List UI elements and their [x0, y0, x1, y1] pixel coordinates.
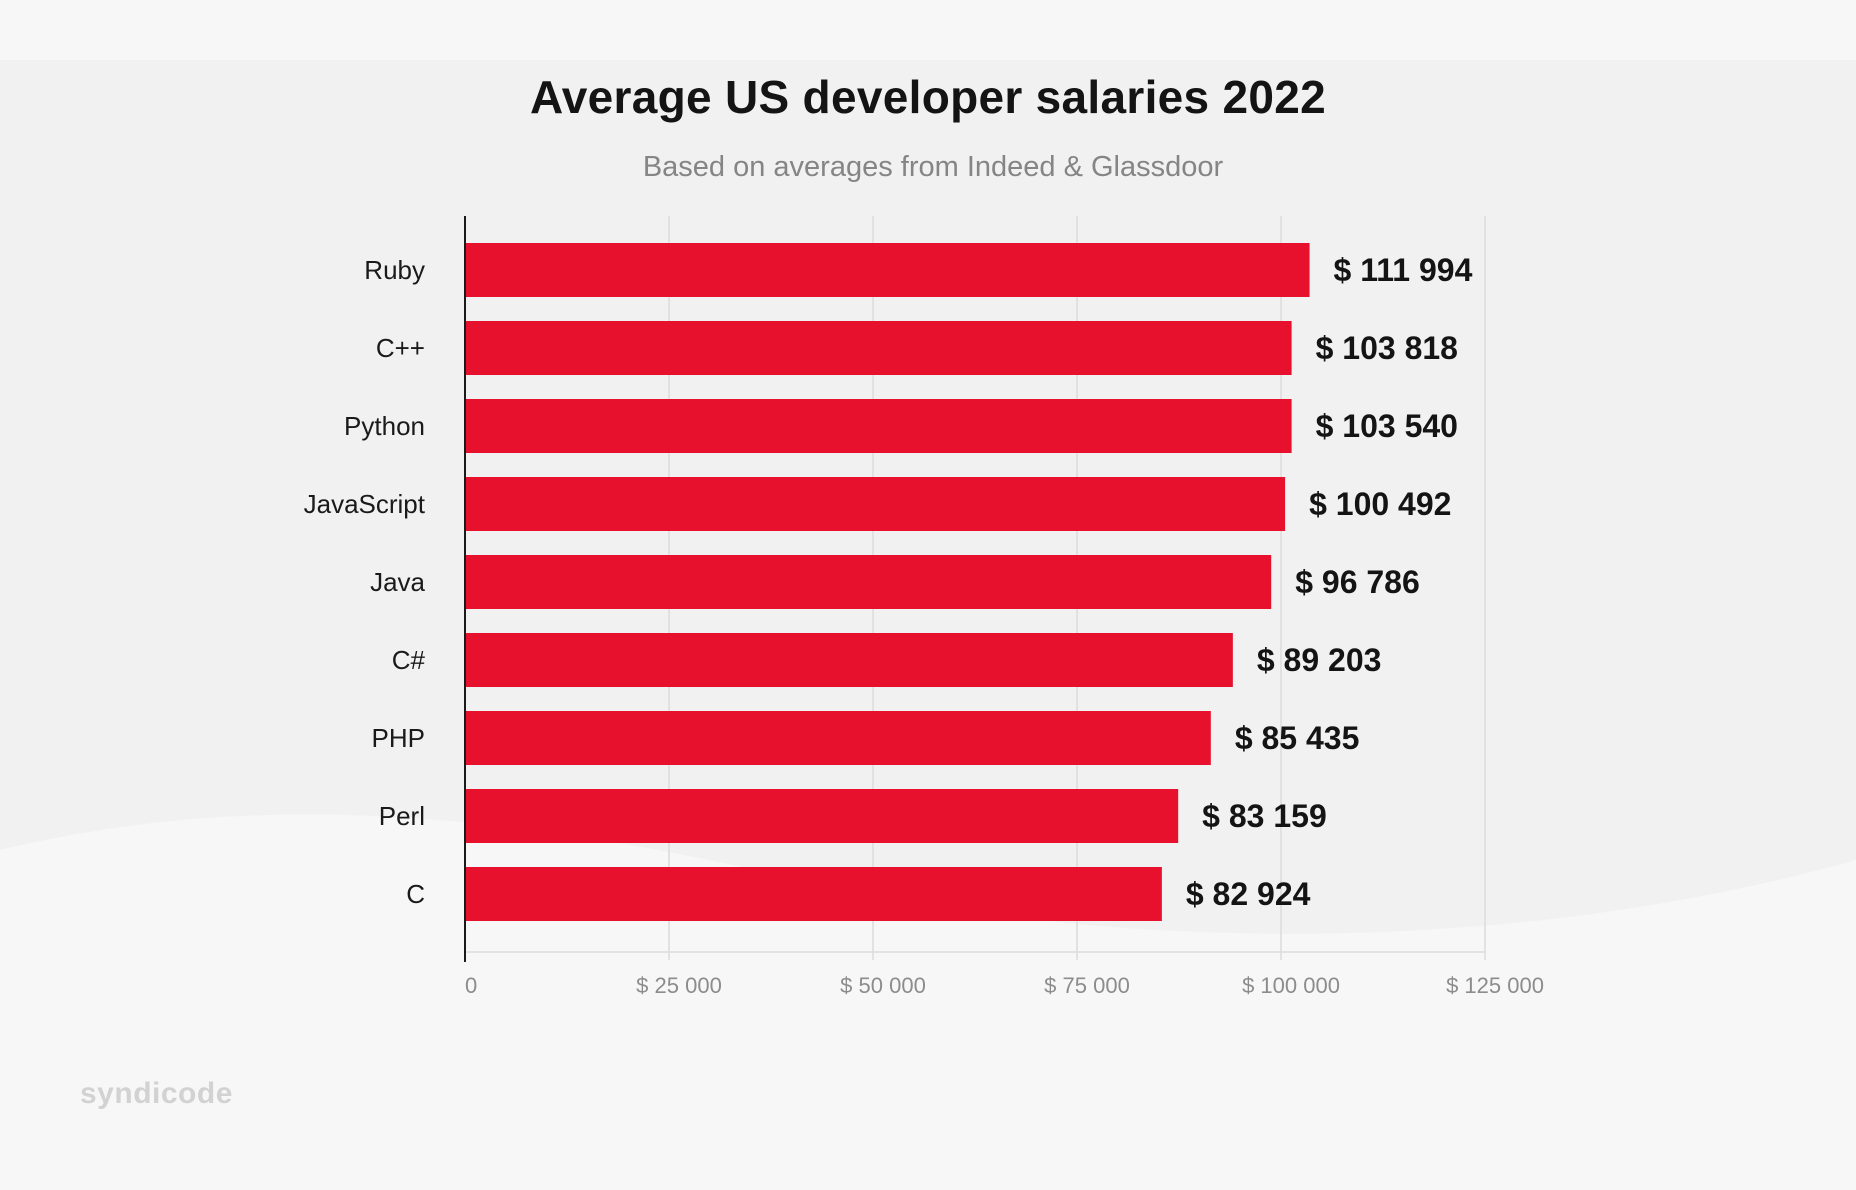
- category-label: Ruby: [364, 255, 425, 285]
- chart-title: Average US developer salaries 2022: [529, 71, 1327, 123]
- bar: [465, 243, 1310, 297]
- category-label: PHP: [372, 723, 425, 753]
- value-label: $ 82 924: [1186, 876, 1311, 912]
- x-tick-label: 0: [465, 973, 477, 998]
- value-label: $ 96 786: [1295, 564, 1420, 600]
- x-tick-label: $ 25 000: [636, 973, 722, 998]
- x-tick-label: $ 125 000: [1446, 973, 1544, 998]
- bar: [465, 789, 1179, 843]
- syndicode-logo: syndicode: [80, 1077, 233, 1110]
- x-tick-label: $ 100 000: [1242, 973, 1340, 998]
- category-label: Perl: [379, 801, 425, 831]
- value-label: $ 103 818: [1316, 330, 1458, 366]
- chart-subtitle: Based on averages from Indeed & Glassdoo…: [642, 151, 1224, 183]
- bar: [465, 633, 1233, 687]
- category-label: JavaScript: [304, 489, 426, 519]
- category-label: C: [406, 879, 425, 909]
- value-label: $ 100 492: [1309, 486, 1451, 522]
- bar: [465, 711, 1211, 765]
- x-tick-label: $ 75 000: [1044, 973, 1130, 998]
- bar: [465, 867, 1162, 921]
- bar: [465, 399, 1292, 453]
- bar: [465, 477, 1286, 531]
- bar: [465, 555, 1272, 609]
- value-label: $ 85 435: [1235, 720, 1360, 756]
- value-label: $ 83 159: [1202, 798, 1327, 834]
- category-label: C++: [376, 333, 425, 363]
- value-label: $ 111 994: [1334, 252, 1473, 288]
- value-label: $ 103 540: [1316, 408, 1458, 444]
- category-label: C#: [392, 645, 426, 675]
- category-label: Java: [370, 567, 425, 597]
- category-label: Python: [344, 411, 425, 441]
- bar: [465, 321, 1292, 375]
- x-tick-label: $ 50 000: [840, 973, 926, 998]
- value-label: $ 89 203: [1257, 642, 1382, 678]
